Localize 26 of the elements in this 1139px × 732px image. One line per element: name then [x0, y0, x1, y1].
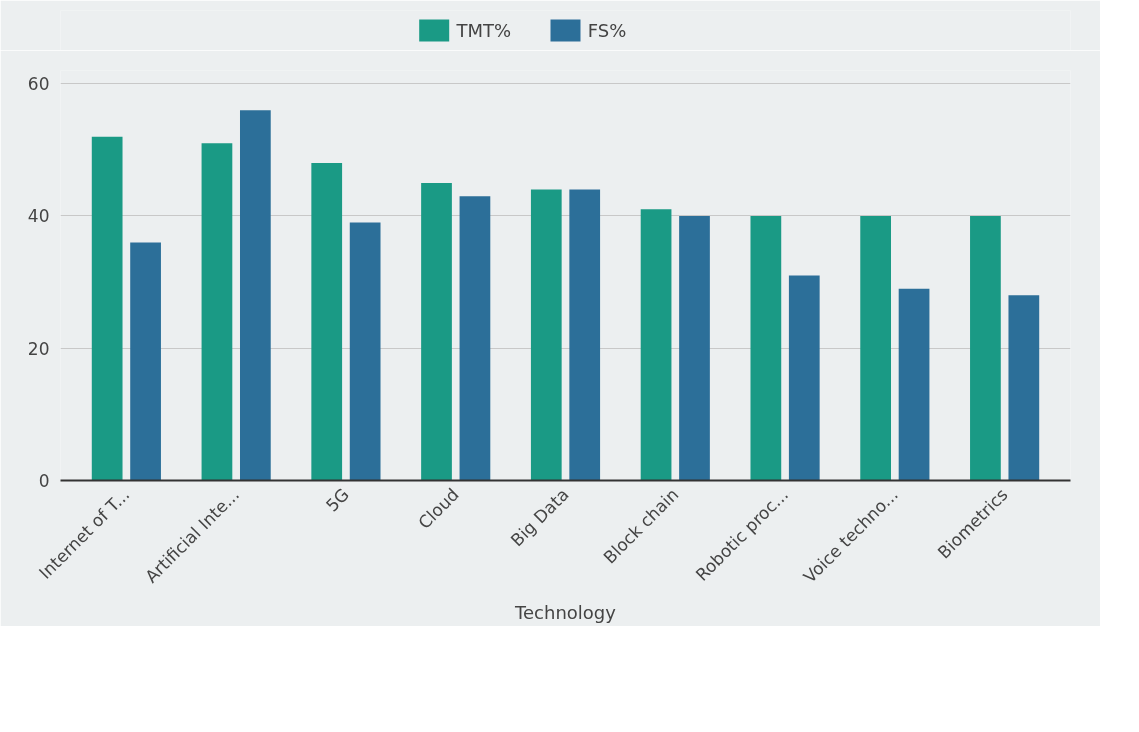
x-axis-title: Technology: [514, 602, 617, 624]
x-tick-label: 5G: [321, 484, 354, 516]
bar: [130, 242, 161, 481]
bar: [239, 110, 271, 481]
y-tick-label: 0: [38, 471, 50, 491]
bar: [788, 275, 820, 481]
bar: [421, 182, 452, 481]
bar: [569, 189, 601, 481]
bar: [679, 215, 710, 481]
bar: [1008, 295, 1040, 481]
y-tick-label: 40: [27, 206, 50, 227]
legend-label: TMT%: [455, 20, 512, 41]
bar: [970, 215, 1001, 481]
bar: [898, 288, 930, 481]
bar: [750, 215, 782, 481]
y-tick-label: 60: [27, 74, 50, 95]
bar: [201, 143, 233, 481]
bar: [860, 215, 892, 481]
legend-label: FS%: [587, 20, 627, 41]
y-tick-label: 20: [27, 338, 50, 359]
bar: [311, 163, 343, 481]
bar: [530, 189, 562, 481]
bar: [91, 136, 123, 481]
bar: [349, 222, 381, 481]
bar: [459, 196, 491, 481]
bar: [640, 209, 672, 481]
